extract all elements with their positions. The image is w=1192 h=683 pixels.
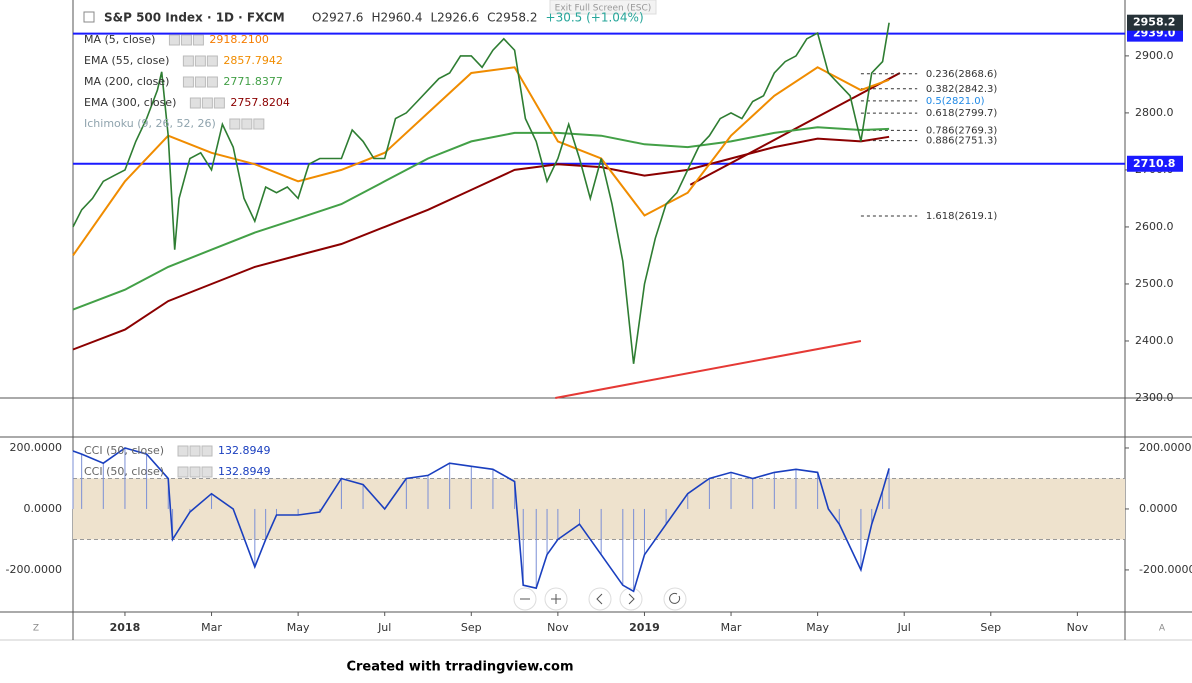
x-tick-label: Mar <box>721 621 742 634</box>
legend-name: MA (200, close) <box>84 75 169 88</box>
series-line <box>72 66 890 256</box>
y-tick-label-left: -200.0000 <box>6 563 62 576</box>
x-tick-label: May <box>287 621 310 634</box>
fib-label: 0.382(2842.3) <box>926 84 998 95</box>
y-tick-label: -200.0000 <box>1139 563 1192 576</box>
legend-name: CCI (50, close) <box>84 444 164 457</box>
legend-name: MA (5, close) <box>84 33 155 46</box>
legend-name: EMA (300, close) <box>84 96 176 109</box>
legend-icon <box>213 97 225 109</box>
ohlc-value: H2960.4 <box>371 11 422 25</box>
scroll-left[interactable] <box>588 587 612 611</box>
legend-icon <box>168 34 180 46</box>
last-price: 2958.2 <box>1133 16 1175 29</box>
legend-icon <box>189 97 201 109</box>
cci-band <box>73 478 1125 540</box>
x-tick-label: Jul <box>897 621 911 634</box>
legend-value: 2757.8204 <box>230 96 290 109</box>
legend-icon <box>192 34 204 46</box>
reset[interactable] <box>663 587 687 611</box>
symbol-title: S&P 500 Index · 1D · FXCM <box>104 11 285 25</box>
legend-icon <box>206 76 218 88</box>
x-tick-label: May <box>806 621 829 634</box>
fib-label: 0.5(2821.0) <box>926 96 985 107</box>
ohlc-value: +30.5 (+1.04%) <box>546 11 644 25</box>
scale-button[interactable]: Z <box>33 624 39 634</box>
trendline <box>689 72 901 186</box>
price-label-bg <box>1127 155 1183 172</box>
price-label: 2710.8 <box>1133 157 1175 170</box>
legend-value: 2918.2100 <box>209 33 269 46</box>
x-tick-label: Sep <box>461 621 482 634</box>
x-tick-label: Nov <box>1067 621 1089 634</box>
zoom-controls <box>513 587 687 611</box>
x-tick-label: 2018 <box>110 621 141 634</box>
y-tick-label: 200.0000 <box>1139 441 1192 454</box>
icon <box>628 593 635 605</box>
legend-icon <box>189 445 201 457</box>
legend-name: CCI (50, close) <box>84 465 164 478</box>
trendline <box>555 340 862 399</box>
y-tick-label: 2500.0 <box>1135 277 1174 290</box>
y-tick-label: 2300.0 <box>1135 391 1174 404</box>
legend-icon <box>253 118 265 130</box>
legend-icon <box>206 55 218 67</box>
exit-button-bg[interactable] <box>549 0 657 15</box>
fib-label: 0.786(2769.3) <box>926 125 998 136</box>
legend-value: 2857.7942 <box>223 54 283 67</box>
legend-name: EMA (55, close) <box>84 54 169 67</box>
collapse-icon[interactable] <box>83 11 95 23</box>
legend-icon <box>177 445 189 457</box>
exit-button[interactable]: Exit Full Screen (ESC) <box>555 4 652 14</box>
y-tick-label-left: 200.0000 <box>10 441 63 454</box>
fib-label: 1.618(2619.1) <box>926 211 998 222</box>
scroll-right[interactable] <box>619 587 643 611</box>
y-tick-label: 2800.0 <box>1135 106 1174 119</box>
legend-icon <box>194 76 206 88</box>
y-tick-label: 2400.0 <box>1135 334 1174 347</box>
x-tick-label: 2019 <box>629 621 660 634</box>
legend-icon <box>201 97 213 109</box>
legend-icon <box>201 466 213 478</box>
ohlc-value: L2926.6 <box>430 11 479 25</box>
fib-label: 0.236(2868.6) <box>926 69 998 80</box>
ohlc-value: C2958.2 <box>487 11 537 25</box>
footer: Created with trradingview.com <box>346 660 573 675</box>
last-price-bg <box>1127 14 1183 31</box>
legend-value: 132.8949 <box>218 465 271 478</box>
scale-button[interactable]: A <box>1159 624 1166 634</box>
x-tick-label: Nov <box>547 621 569 634</box>
icon <box>596 593 603 605</box>
icon <box>669 592 681 604</box>
legend-icon <box>241 118 253 130</box>
y-tick-label: 2900.0 <box>1135 49 1174 62</box>
ohlc-value: O2927.6 <box>312 11 363 25</box>
x-tick-label: Sep <box>980 621 1001 634</box>
legend-icon <box>180 34 192 46</box>
y-tick-label: 0.0000 <box>1139 502 1178 515</box>
legend-icon <box>229 118 241 130</box>
icon <box>551 594 561 604</box>
x-tick-label: Mar <box>201 621 222 634</box>
legend-name: Ichimoku (9, 26, 52, 26) <box>84 117 216 130</box>
x-tick-label: Jul <box>377 621 391 634</box>
legend-value: 2771.8377 <box>223 75 283 88</box>
series-line <box>72 135 890 351</box>
fib-label: 0.618(2799.7) <box>926 108 998 119</box>
series-line <box>72 22 890 364</box>
legend-icon <box>189 466 201 478</box>
legend-icon <box>177 466 189 478</box>
fib-label: 0.886(2751.3) <box>926 136 998 147</box>
legend-icon <box>182 76 194 88</box>
y-tick-label-left: 0.0000 <box>24 502 63 515</box>
series-line <box>72 447 890 593</box>
legend-icon <box>194 55 206 67</box>
legend-value: 132.8949 <box>218 444 271 457</box>
legend-icon <box>182 55 194 67</box>
legend-icon <box>201 445 213 457</box>
series-line <box>72 126 890 311</box>
y-tick-label: 2600.0 <box>1135 220 1174 233</box>
